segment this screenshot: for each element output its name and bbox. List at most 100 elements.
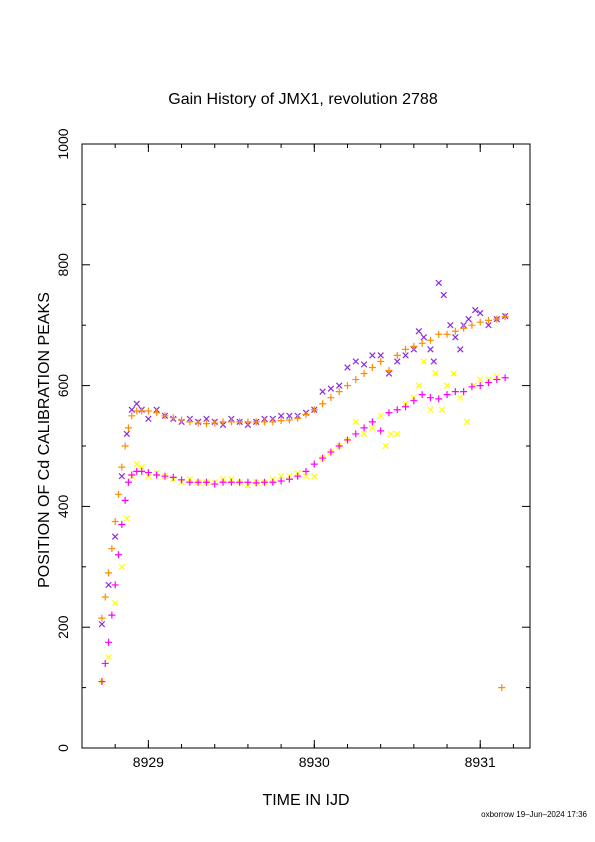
- data-point: [244, 478, 252, 486]
- data-point: [410, 397, 418, 405]
- data-point: [485, 379, 493, 387]
- data-point: [451, 327, 459, 335]
- data-point: [360, 361, 368, 368]
- data-point: [360, 424, 368, 432]
- data-point: [451, 388, 459, 396]
- data-point: [377, 352, 384, 359]
- data-point: [153, 471, 161, 479]
- x-tick-label: 8931: [465, 754, 496, 770]
- data-point: [286, 412, 293, 420]
- data-point: [344, 364, 351, 371]
- data-point: [161, 412, 169, 420]
- data-point: [438, 406, 446, 413]
- y-tick-label: 1000: [55, 128, 71, 159]
- data-point: [277, 472, 285, 480]
- data-point: [285, 475, 293, 483]
- data-point: [138, 407, 146, 415]
- data-point: [115, 551, 123, 559]
- data-point: [485, 316, 493, 324]
- data-point: [294, 472, 302, 480]
- y-tick-label: 600: [55, 374, 71, 398]
- data-point: [402, 403, 410, 411]
- data-point: [261, 478, 269, 486]
- data-point: [440, 291, 447, 299]
- data-point: [468, 321, 476, 329]
- data-point: [426, 336, 434, 344]
- data-point: [128, 412, 136, 420]
- y-tick-label: 200: [55, 615, 71, 639]
- data-point: [377, 412, 384, 420]
- data-point: [105, 654, 112, 661]
- y-tick-label: 400: [55, 495, 71, 519]
- data-point: [277, 417, 285, 425]
- data-point: [377, 427, 385, 435]
- data-point: [252, 418, 260, 426]
- data-point: [427, 346, 434, 353]
- data-point: [227, 478, 235, 486]
- data-point: [457, 346, 464, 353]
- data-point: [501, 374, 509, 382]
- data-point: [269, 418, 277, 426]
- data-point: [360, 370, 368, 378]
- data-point: [261, 418, 269, 426]
- data-point: [343, 436, 351, 444]
- data-point: [108, 611, 116, 619]
- data-point: [450, 370, 457, 377]
- data-point: [115, 490, 123, 498]
- data-point: [111, 599, 119, 607]
- data-point: [476, 318, 484, 326]
- data-point: [101, 593, 109, 601]
- data-point: [343, 382, 351, 390]
- data-point: [385, 367, 393, 374]
- data-point: [501, 313, 509, 321]
- data-point: [118, 463, 126, 471]
- series-3: [98, 374, 509, 686]
- data-point: [468, 383, 476, 391]
- data-point: [121, 496, 129, 504]
- data-point: [335, 442, 343, 450]
- data-point: [124, 478, 132, 486]
- data-point: [124, 424, 132, 432]
- credit-stamp: oxborrow 19–Jun–2024 17:36: [481, 810, 587, 819]
- data-point: [128, 471, 136, 479]
- data-point: [211, 480, 219, 488]
- data-point: [138, 463, 145, 471]
- data-point: [105, 569, 113, 577]
- data-point: [352, 430, 360, 438]
- data-point: [302, 472, 310, 480]
- data-point: [118, 472, 126, 480]
- data-point: [311, 472, 318, 480]
- data-point: [352, 376, 360, 384]
- data-point: [101, 659, 109, 667]
- data-point: [415, 382, 423, 389]
- data-point: [111, 533, 119, 540]
- data-point: [310, 460, 318, 468]
- data-point: [252, 479, 260, 487]
- data-point: [447, 321, 454, 329]
- data-point: [452, 334, 459, 341]
- data-point: [327, 385, 335, 392]
- data-point: [145, 472, 152, 480]
- x-tick-label: 8929: [133, 754, 164, 770]
- data-point: [244, 418, 252, 426]
- data-point: [382, 442, 389, 450]
- data-point: [327, 448, 335, 456]
- x-axis-label: TIME IN IJD: [262, 792, 349, 809]
- series-2: [98, 313, 509, 692]
- data-point: [144, 407, 152, 415]
- data-point: [202, 420, 210, 428]
- data-point: [476, 382, 484, 390]
- data-point: [144, 469, 152, 477]
- data-point: [476, 309, 484, 317]
- data-point: [219, 418, 227, 426]
- data-point: [169, 473, 177, 481]
- data-point: [387, 430, 394, 438]
- data-point: [194, 478, 202, 486]
- data-point: [402, 345, 410, 353]
- data-point: [128, 406, 136, 413]
- data-point: [443, 382, 451, 389]
- data-point: [430, 358, 437, 365]
- data-point: [178, 476, 186, 484]
- data-point: [169, 414, 177, 422]
- data-point: [123, 515, 131, 522]
